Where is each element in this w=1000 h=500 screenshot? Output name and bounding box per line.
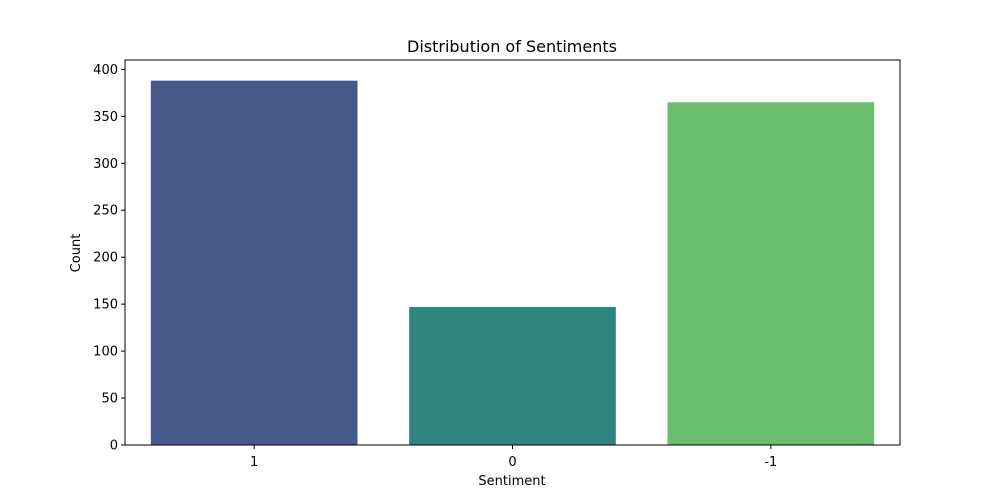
plot-frame	[124, 59, 901, 446]
x-axis-label: Sentiment	[478, 474, 545, 489]
y-tick-label: 0	[110, 439, 118, 454]
x-tick-label: -1	[764, 455, 777, 470]
y-axis-ticks: 0 50 100 150 200 250 300 350 400	[93, 63, 125, 454]
bar-1	[150, 80, 358, 445]
bar--1	[667, 102, 875, 445]
x-tick-label: 0	[508, 455, 516, 470]
y-tick-label: 400	[93, 63, 118, 78]
bars-group	[150, 80, 875, 445]
y-tick-label: 350	[93, 110, 118, 125]
y-tick-label: 100	[93, 345, 118, 360]
y-axis-label: Count	[69, 234, 84, 273]
y-tick-label: 300	[93, 157, 118, 172]
chart-title: Distribution of Sentiments	[407, 37, 617, 56]
y-tick-label: 250	[93, 204, 118, 219]
y-tick-label: 150	[93, 298, 118, 313]
bar-0	[409, 306, 616, 445]
y-tick-label: 50	[101, 392, 118, 407]
y-tick-label: 200	[93, 251, 118, 266]
x-axis-ticks: 1 0 -1	[250, 445, 777, 470]
x-tick-label: 1	[250, 455, 258, 470]
